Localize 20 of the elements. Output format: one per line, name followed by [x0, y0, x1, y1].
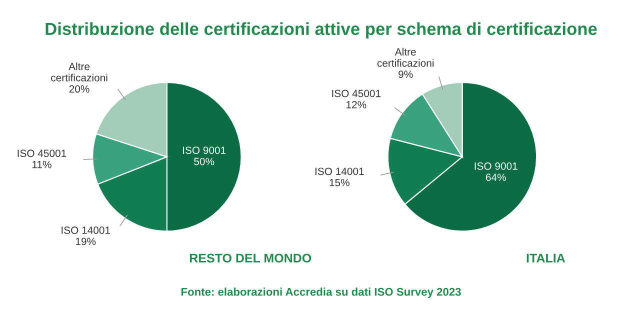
data-label: 9% — [398, 70, 413, 78]
slice-label: Altre certificazioni — [377, 48, 434, 67]
data-label: 19% — [76, 238, 96, 246]
data-label: 15% — [330, 178, 350, 186]
slice-label: ISO 45001 — [18, 150, 66, 158]
slice-label: ISO 14001 — [315, 168, 364, 176]
text: Distribuzione delle certificazioni attive per schema di certificazione — [46, 22, 597, 38]
data-label: 20% — [69, 85, 90, 93]
text: RESTO DEL MONDO — [190, 254, 312, 263]
slice-label: ISO 45001 — [332, 90, 381, 98]
slice-label: ISO 9001 — [183, 146, 226, 154]
slice-label: ISO 14001 — [62, 226, 110, 234]
data-label: 12% — [346, 101, 366, 108]
data-label: 11% — [32, 160, 52, 168]
slice-label: Altre certificazioni — [51, 62, 108, 82]
text: ITALIA — [526, 254, 566, 262]
data-label: 64% — [486, 174, 506, 182]
source-note: Fonte: elaborazioni Accredia su dati ISO Survey 2023 — [181, 288, 461, 298]
data-label: 50% — [194, 158, 214, 166]
slice-label: ISO 9001 — [474, 162, 518, 170]
